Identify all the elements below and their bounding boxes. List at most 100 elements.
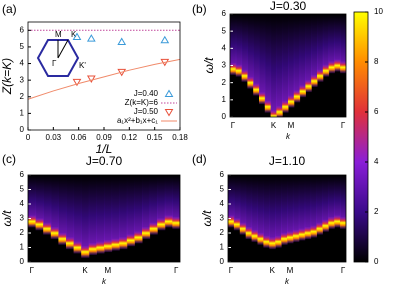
inset-label: Γ xyxy=(52,59,57,68)
spectral-peak xyxy=(334,59,341,72)
y-tick-label: 6 xyxy=(220,170,225,179)
y-tick-label: 0 xyxy=(20,257,25,266)
heatmap-haze xyxy=(328,14,335,68)
spectral-peak xyxy=(299,85,306,98)
spectral-peak xyxy=(142,227,151,239)
heatmap-haze xyxy=(149,175,158,229)
x-tick-label: M xyxy=(287,266,294,275)
panel-title: J=0.30 xyxy=(270,0,307,13)
y-tick-label: 2 xyxy=(220,228,225,237)
heatmap-haze xyxy=(288,14,295,102)
y-tick-label: 2 xyxy=(222,78,227,87)
spectral-peak xyxy=(281,232,288,245)
heatmap-haze xyxy=(28,175,37,222)
legend-swatch xyxy=(164,89,174,97)
spectral-peak xyxy=(111,238,120,251)
data-point xyxy=(117,37,127,45)
spectral-peak xyxy=(149,222,158,235)
spectral-peak xyxy=(310,225,317,238)
spectral-peak xyxy=(298,228,306,241)
colorbar-tick-label: 6 xyxy=(374,107,379,116)
inset-label: M xyxy=(55,30,62,39)
inset-label: K' xyxy=(79,61,86,70)
y-tick-label: 2 xyxy=(20,92,25,101)
spectral-peak xyxy=(235,64,243,77)
x-tick-label: 0 xyxy=(26,133,31,142)
heatmap-haze xyxy=(305,14,312,87)
panel-label: (a) xyxy=(2,2,17,16)
data-point xyxy=(86,34,96,42)
plot-frame xyxy=(227,174,347,263)
heatmap-haze xyxy=(134,175,143,238)
heatmap-haze xyxy=(35,175,44,225)
spectral-peak xyxy=(304,227,312,239)
heatmap-haze xyxy=(322,14,330,71)
x-tick-label: Γ xyxy=(229,266,234,275)
heatmap-haze xyxy=(235,14,243,71)
heatmap-haze xyxy=(228,175,235,222)
spectral-peak xyxy=(134,231,143,244)
x-axis-label: k xyxy=(102,277,107,286)
data-point xyxy=(86,75,96,83)
heatmap-haze xyxy=(247,14,254,83)
spectral-peak xyxy=(322,64,330,77)
heatmap-haze xyxy=(264,14,272,107)
x-axis-label: 1/L xyxy=(96,142,113,156)
heatmap-haze xyxy=(58,175,67,239)
plot-frame xyxy=(27,174,181,263)
heatmap-haze xyxy=(276,14,283,112)
heatmap-haze xyxy=(299,14,306,92)
y-tick-label: 6 xyxy=(222,9,227,18)
heatmap-haze xyxy=(287,175,294,238)
y-tick-label: 4 xyxy=(20,59,25,68)
spectral-peak xyxy=(316,222,323,235)
spectral-peak xyxy=(269,237,276,250)
spectral-peak xyxy=(104,240,113,253)
heatmap-haze xyxy=(310,175,317,232)
spectral-peak xyxy=(172,216,180,229)
colorbar-tick-label: 0 xyxy=(374,257,379,266)
heatmap-haze xyxy=(259,14,266,99)
spectral-peak xyxy=(157,218,166,231)
spectral-peak xyxy=(50,227,59,239)
heatmap-haze xyxy=(281,175,288,239)
heatmap-haze xyxy=(270,14,277,117)
heatmap xyxy=(28,175,180,262)
x-tick-label: M xyxy=(104,266,111,275)
x-tick-label: Γ xyxy=(174,266,179,275)
heatmap-haze xyxy=(253,14,260,90)
heatmap-haze xyxy=(96,175,105,248)
heatmap-haze xyxy=(43,175,52,229)
spectral-peak xyxy=(66,237,75,250)
x-tick-label: 0.03 xyxy=(46,133,62,142)
plot-frame xyxy=(229,13,347,118)
x-tick-label: M xyxy=(288,121,295,130)
heatmap-haze xyxy=(334,14,341,66)
spectral-peak xyxy=(270,110,277,117)
x-tick-label: Γ xyxy=(341,266,346,275)
spectral-peak xyxy=(259,92,266,105)
panel-label: (b) xyxy=(192,2,207,16)
spectral-peak xyxy=(119,237,128,250)
x-tick-label: 0.12 xyxy=(122,133,138,142)
spectral-peak xyxy=(264,100,272,113)
heatmap-haze xyxy=(241,14,248,76)
colorbar-tick-label: 4 xyxy=(374,157,379,166)
y-tick-label: 0 xyxy=(220,257,225,266)
data-point xyxy=(72,32,82,40)
y-tick-label: 6 xyxy=(20,170,25,179)
spectral-peak xyxy=(328,216,335,229)
heatmap xyxy=(228,175,346,262)
heatmap-haze xyxy=(275,175,282,242)
colorbar-tick-label: 8 xyxy=(374,57,379,66)
spectral-peak xyxy=(322,219,329,232)
heatmap-haze xyxy=(311,14,318,81)
data-point xyxy=(160,35,170,44)
spectral-peak xyxy=(73,241,82,254)
x-tick-label: 0.09 xyxy=(96,133,112,142)
spectral-peak xyxy=(58,232,67,245)
panel-label: (c) xyxy=(2,152,16,166)
y-tick-label: 5 xyxy=(20,185,25,194)
heatmap-haze xyxy=(340,14,346,68)
